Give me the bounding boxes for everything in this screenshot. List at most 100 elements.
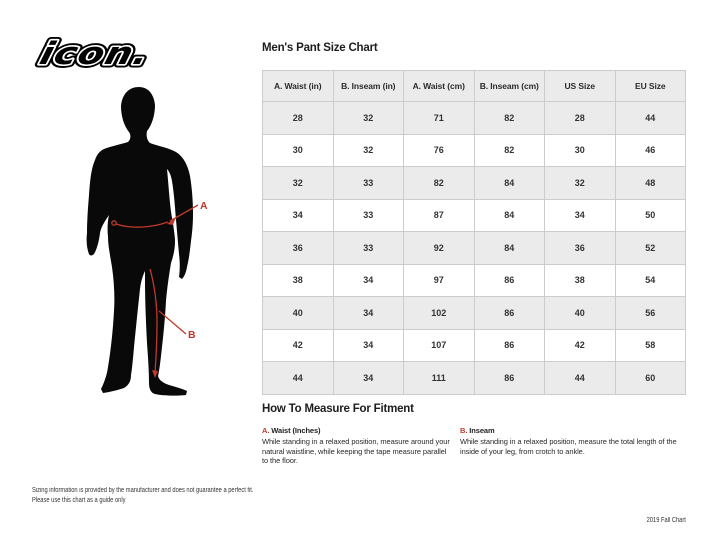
size-cell: 42 [544,328,616,362]
col-header-eu-size: EU Size [614,70,686,102]
size-cell: 52 [614,231,686,265]
size-cell: 82 [473,133,545,167]
size-cell: 48 [614,166,686,200]
table-row: 38 34 97 86 38 54 [262,263,686,297]
table-row: 42 34 107 86 42 58 [262,328,686,362]
size-cell: 34 [332,328,404,362]
table-row: 30 32 76 82 30 46 [262,133,686,167]
size-cell: 32 [332,133,404,167]
size-cell: 30 [544,133,616,167]
size-cell: 54 [614,263,686,297]
size-cell: 44 [544,361,616,395]
size-cell: 84 [473,231,545,265]
size-cell: 86 [473,296,545,330]
size-cell: 34 [332,296,404,330]
page-title: Men's Pant Size Chart [262,42,378,54]
logo-text-core: icon. [36,36,154,72]
size-cell: 28 [262,101,334,135]
size-cell: 82 [473,101,545,135]
size-cell: 111 [403,361,475,395]
howto-waist-title: A. Waist (Inches) [262,426,454,435]
size-cell: 40 [544,296,616,330]
disclaimer-line-2: Please use this chart as a guide only [32,496,126,504]
size-cell: 58 [614,328,686,362]
icon-logo-graphic: icon. icon. icon. [32,32,158,76]
size-cell: 87 [403,198,475,232]
size-cell: 32 [332,101,404,135]
howto-inseam: B. Inseam While standing in a relaxed po… [460,426,686,466]
size-cell: 33 [332,198,404,232]
logo-text-outline: icon. [36,36,154,72]
size-cell: 34 [262,198,334,232]
disclaimer: Sizing information is provided by the ma… [32,486,253,506]
size-cell: 71 [403,101,475,135]
table-row: 32 33 82 84 32 48 [262,166,686,200]
chart-version: 2019 Fall Chart [646,517,686,524]
size-cell: 40 [262,296,334,330]
howto-section: A. Waist (Inches) While standing in a re… [262,426,686,466]
howto-inseam-label: Inseam [469,426,495,435]
size-cell: 33 [332,231,404,265]
waist-arrowhead [167,217,176,225]
size-cell: 82 [403,166,475,200]
brand-logo: icon. icon. icon. [26,26,162,79]
logo-text-inline: icon. [36,36,154,72]
howto-heading: How To Measure For Fitment [262,403,414,415]
col-header-waist-in: A. Waist (in) [262,70,334,102]
table-row: 40 34 102 86 40 56 [262,296,686,330]
size-table: A. Waist (in) B. Inseam (in) A. Waist (c… [262,70,686,395]
size-cell: 32 [262,166,334,200]
size-cell: 28 [544,101,616,135]
table-row: 44 34 111 86 44 60 [262,361,686,395]
size-cell: 38 [544,263,616,297]
size-cell: 36 [544,231,616,265]
inseam-arrowhead [152,370,158,378]
size-cell: 36 [262,231,334,265]
measurement-figure-diagram: A B [86,87,208,396]
size-cell: 97 [403,263,475,297]
size-cell: 46 [614,133,686,167]
size-cell: 44 [614,101,686,135]
inseam-measure-line [149,268,187,374]
size-cell: 84 [473,198,545,232]
size-cell: 86 [473,328,545,362]
howto-inseam-marker: B. [460,426,468,435]
howto-waist-label: Waist (Inches) [271,426,321,435]
col-header-inseam-in: B. Inseam (in) [332,70,404,102]
male-silhouette [86,87,193,396]
size-cell: 33 [332,166,404,200]
size-cell: 50 [614,198,686,232]
size-cell: 34 [544,198,616,232]
size-cell: 86 [473,263,545,297]
size-cell: 84 [473,166,545,200]
size-cell: 44 [262,361,334,395]
howto-waist-marker: A. [262,426,270,435]
howto-waist-text: While standing in a relaxed position, me… [262,437,450,466]
table-header-row: A. Waist (in) B. Inseam (in) A. Waist (c… [262,70,686,102]
size-cell: 60 [614,361,686,395]
howto-inseam-text: While standing in a relaxed position, me… [460,437,677,456]
col-header-us-size: US Size [544,70,616,102]
size-cell: 30 [262,133,334,167]
howto-waist: A. Waist (Inches) While standing in a re… [262,426,454,466]
size-cell: 56 [614,296,686,330]
marker-a-label: A [200,200,208,212]
size-cell: 86 [473,361,545,395]
size-cell: 34 [332,361,404,395]
size-cell: 32 [544,166,616,200]
size-cell: 107 [403,328,475,362]
marker-b-label: B [188,329,196,341]
table-row: 34 33 87 84 34 50 [262,198,686,232]
size-cell: 102 [403,296,475,330]
col-header-waist-cm: A. Waist (cm) [403,70,475,102]
size-cell: 76 [403,133,475,167]
size-cell: 34 [332,263,404,297]
size-cell: 38 [262,263,334,297]
size-cell: 42 [262,328,334,362]
table-row: 36 33 92 84 36 52 [262,231,686,265]
col-header-inseam-cm: B. Inseam (cm) [473,70,545,102]
table-row: 28 32 71 82 28 44 [262,101,686,135]
disclaimer-line-1: Sizing information is provided by the ma… [32,487,254,494]
size-cell: 92 [403,231,475,265]
